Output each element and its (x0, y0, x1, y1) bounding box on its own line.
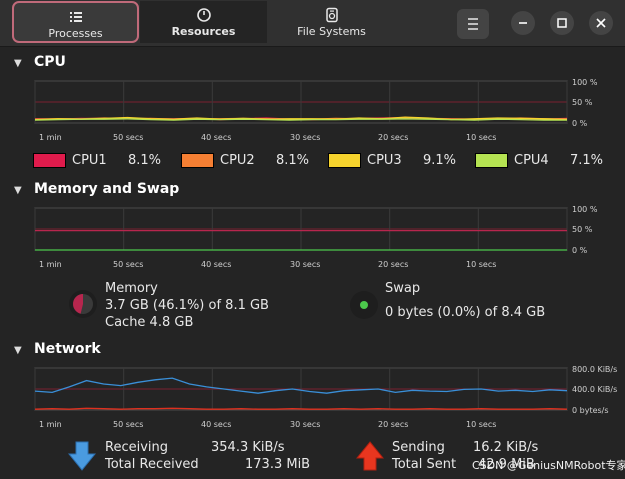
axis-tick-label: 100 % (572, 78, 598, 87)
download-arrow-icon[interactable] (68, 441, 96, 471)
receiving-series-line (34, 377, 568, 394)
tab-resources-label: Resources (171, 25, 236, 38)
time-tick-label: 20 secs (378, 260, 408, 269)
chevron-down-icon: ▼ (14, 185, 22, 196)
tab-file-systems[interactable]: File Systems (268, 1, 395, 43)
network-section-header[interactable]: ▼ Network (14, 341, 101, 357)
memory-section-header[interactable]: ▼ Memory and Swap (14, 181, 179, 197)
cpu3-value: 9.1% (423, 153, 457, 168)
axis-tick-label: 100 % (572, 205, 598, 214)
time-tick-label: 1 min (39, 260, 62, 269)
disk-icon (325, 7, 338, 23)
menu-icon (468, 18, 478, 30)
cpu-series-line (34, 118, 567, 121)
axis-tick-label: 400.0 KiB/s (572, 385, 617, 394)
gauge-icon (196, 8, 211, 22)
cpu4-label: CPU4 (514, 153, 549, 168)
sending-label: Sending (392, 440, 445, 455)
memory-title: Memory and Swap (34, 181, 180, 197)
time-tick-label: 1 min (39, 420, 62, 429)
time-tick-label: 50 secs (113, 260, 143, 269)
cpu2-label: CPU2 (220, 153, 255, 168)
time-tick-label: 40 secs (201, 420, 231, 429)
time-tick-label: 30 secs (290, 260, 320, 269)
cpu2-value: 8.1% (276, 153, 310, 168)
axis-tick-label: 0 bytes/s (572, 406, 609, 415)
swap-pie-icon[interactable] (349, 290, 379, 320)
sending-value: 16.2 KiB/s (473, 440, 539, 455)
maximize-icon (557, 18, 567, 28)
time-tick-label: 50 secs (113, 420, 143, 429)
axis-tick-label: 50 % (572, 225, 593, 234)
axis-tick-label: 0 % (572, 119, 588, 128)
axis-tick-label: 800.0 KiB/s (572, 365, 617, 374)
memory-pie-icon[interactable] (68, 289, 98, 319)
cpu-title: CPU (34, 54, 66, 70)
memory-value: 3.7 GB (46.1%) of 8.1 GB (105, 298, 269, 313)
upload-arrow-icon[interactable] (356, 441, 384, 471)
cpu2-color-swatch[interactable] (181, 153, 214, 168)
cpu3-color-swatch[interactable] (328, 153, 361, 168)
network-title: Network (34, 341, 101, 357)
time-tick-label: 30 secs (290, 133, 320, 142)
time-tick-label: 40 secs (201, 260, 231, 269)
maximize-button[interactable] (550, 11, 574, 35)
cpu-graph: 100 % 50 % 0 % 1 min 50 secs 40 secs 30 secs 20… (34, 78, 598, 142)
network-graph: 800.0 KiB/s 400.0 KiB/s 0 bytes/s 1 min 50 s… (34, 365, 617, 429)
list-icon (69, 12, 82, 22)
memory-label: Memory (105, 281, 158, 296)
time-tick-label: 20 secs (378, 133, 408, 142)
swap-value: 0 bytes (0.0%) of 8.4 GB (385, 305, 546, 320)
header-bar: Processes Resources File Systems (0, 0, 625, 47)
cpu-section-header[interactable]: ▼ CPU (14, 54, 66, 70)
receiving-label: Receiving (105, 440, 169, 455)
total-received-value: 173.3 MiB (245, 457, 311, 472)
cpu-series-line (34, 116, 568, 121)
cpu4-color-swatch[interactable] (475, 153, 508, 168)
tab-file-systems-label: File Systems (297, 25, 366, 38)
time-tick-label: 1 min (39, 133, 62, 142)
menu-button[interactable] (457, 9, 489, 39)
cpu3-label: CPU3 (367, 153, 402, 168)
close-icon (596, 18, 606, 28)
total-sent-value: 42.9 MiB (478, 457, 535, 472)
watermark: CSDN @GeniusNMRobot专家 (472, 459, 625, 472)
memory-graph: 100 % 50 % 0 % 1 min 50 secs 40 secs 30 secs 20… (34, 205, 598, 269)
tab-processes[interactable]: Processes (12, 1, 139, 43)
time-tick-label: 10 secs (466, 260, 496, 269)
sending-series-line (34, 407, 568, 410)
time-tick-label: 50 secs (113, 133, 143, 142)
time-tick-label: 10 secs (466, 133, 496, 142)
cpu1-value: 8.1% (128, 153, 162, 168)
close-button[interactable] (589, 11, 613, 35)
cpu1-color-swatch[interactable] (33, 153, 66, 168)
axis-tick-label: 0 % (572, 246, 588, 255)
tab-resources[interactable]: Resources (140, 1, 267, 43)
swap-label: Swap (385, 281, 421, 296)
receiving-value: 354.3 KiB/s (211, 440, 285, 455)
axis-tick-label: 50 % (572, 98, 593, 107)
time-tick-label: 10 secs (466, 420, 496, 429)
time-tick-label: 30 secs (290, 420, 320, 429)
chevron-down-icon: ▼ (14, 345, 22, 356)
chevron-down-icon: ▼ (14, 58, 22, 69)
time-tick-label: 20 secs (378, 420, 408, 429)
total-received-label: Total Received (105, 457, 199, 472)
minimize-icon (519, 22, 527, 24)
tab-processes-label: Processes (48, 27, 103, 40)
memory-cache: Cache 4.8 GB (105, 315, 194, 330)
minimize-button[interactable] (511, 11, 535, 35)
time-tick-label: 40 secs (201, 133, 231, 142)
cpu1-label: CPU1 (72, 153, 107, 168)
total-sent-label: Total Sent (392, 457, 457, 472)
cpu4-value: 7.1% (570, 153, 604, 168)
